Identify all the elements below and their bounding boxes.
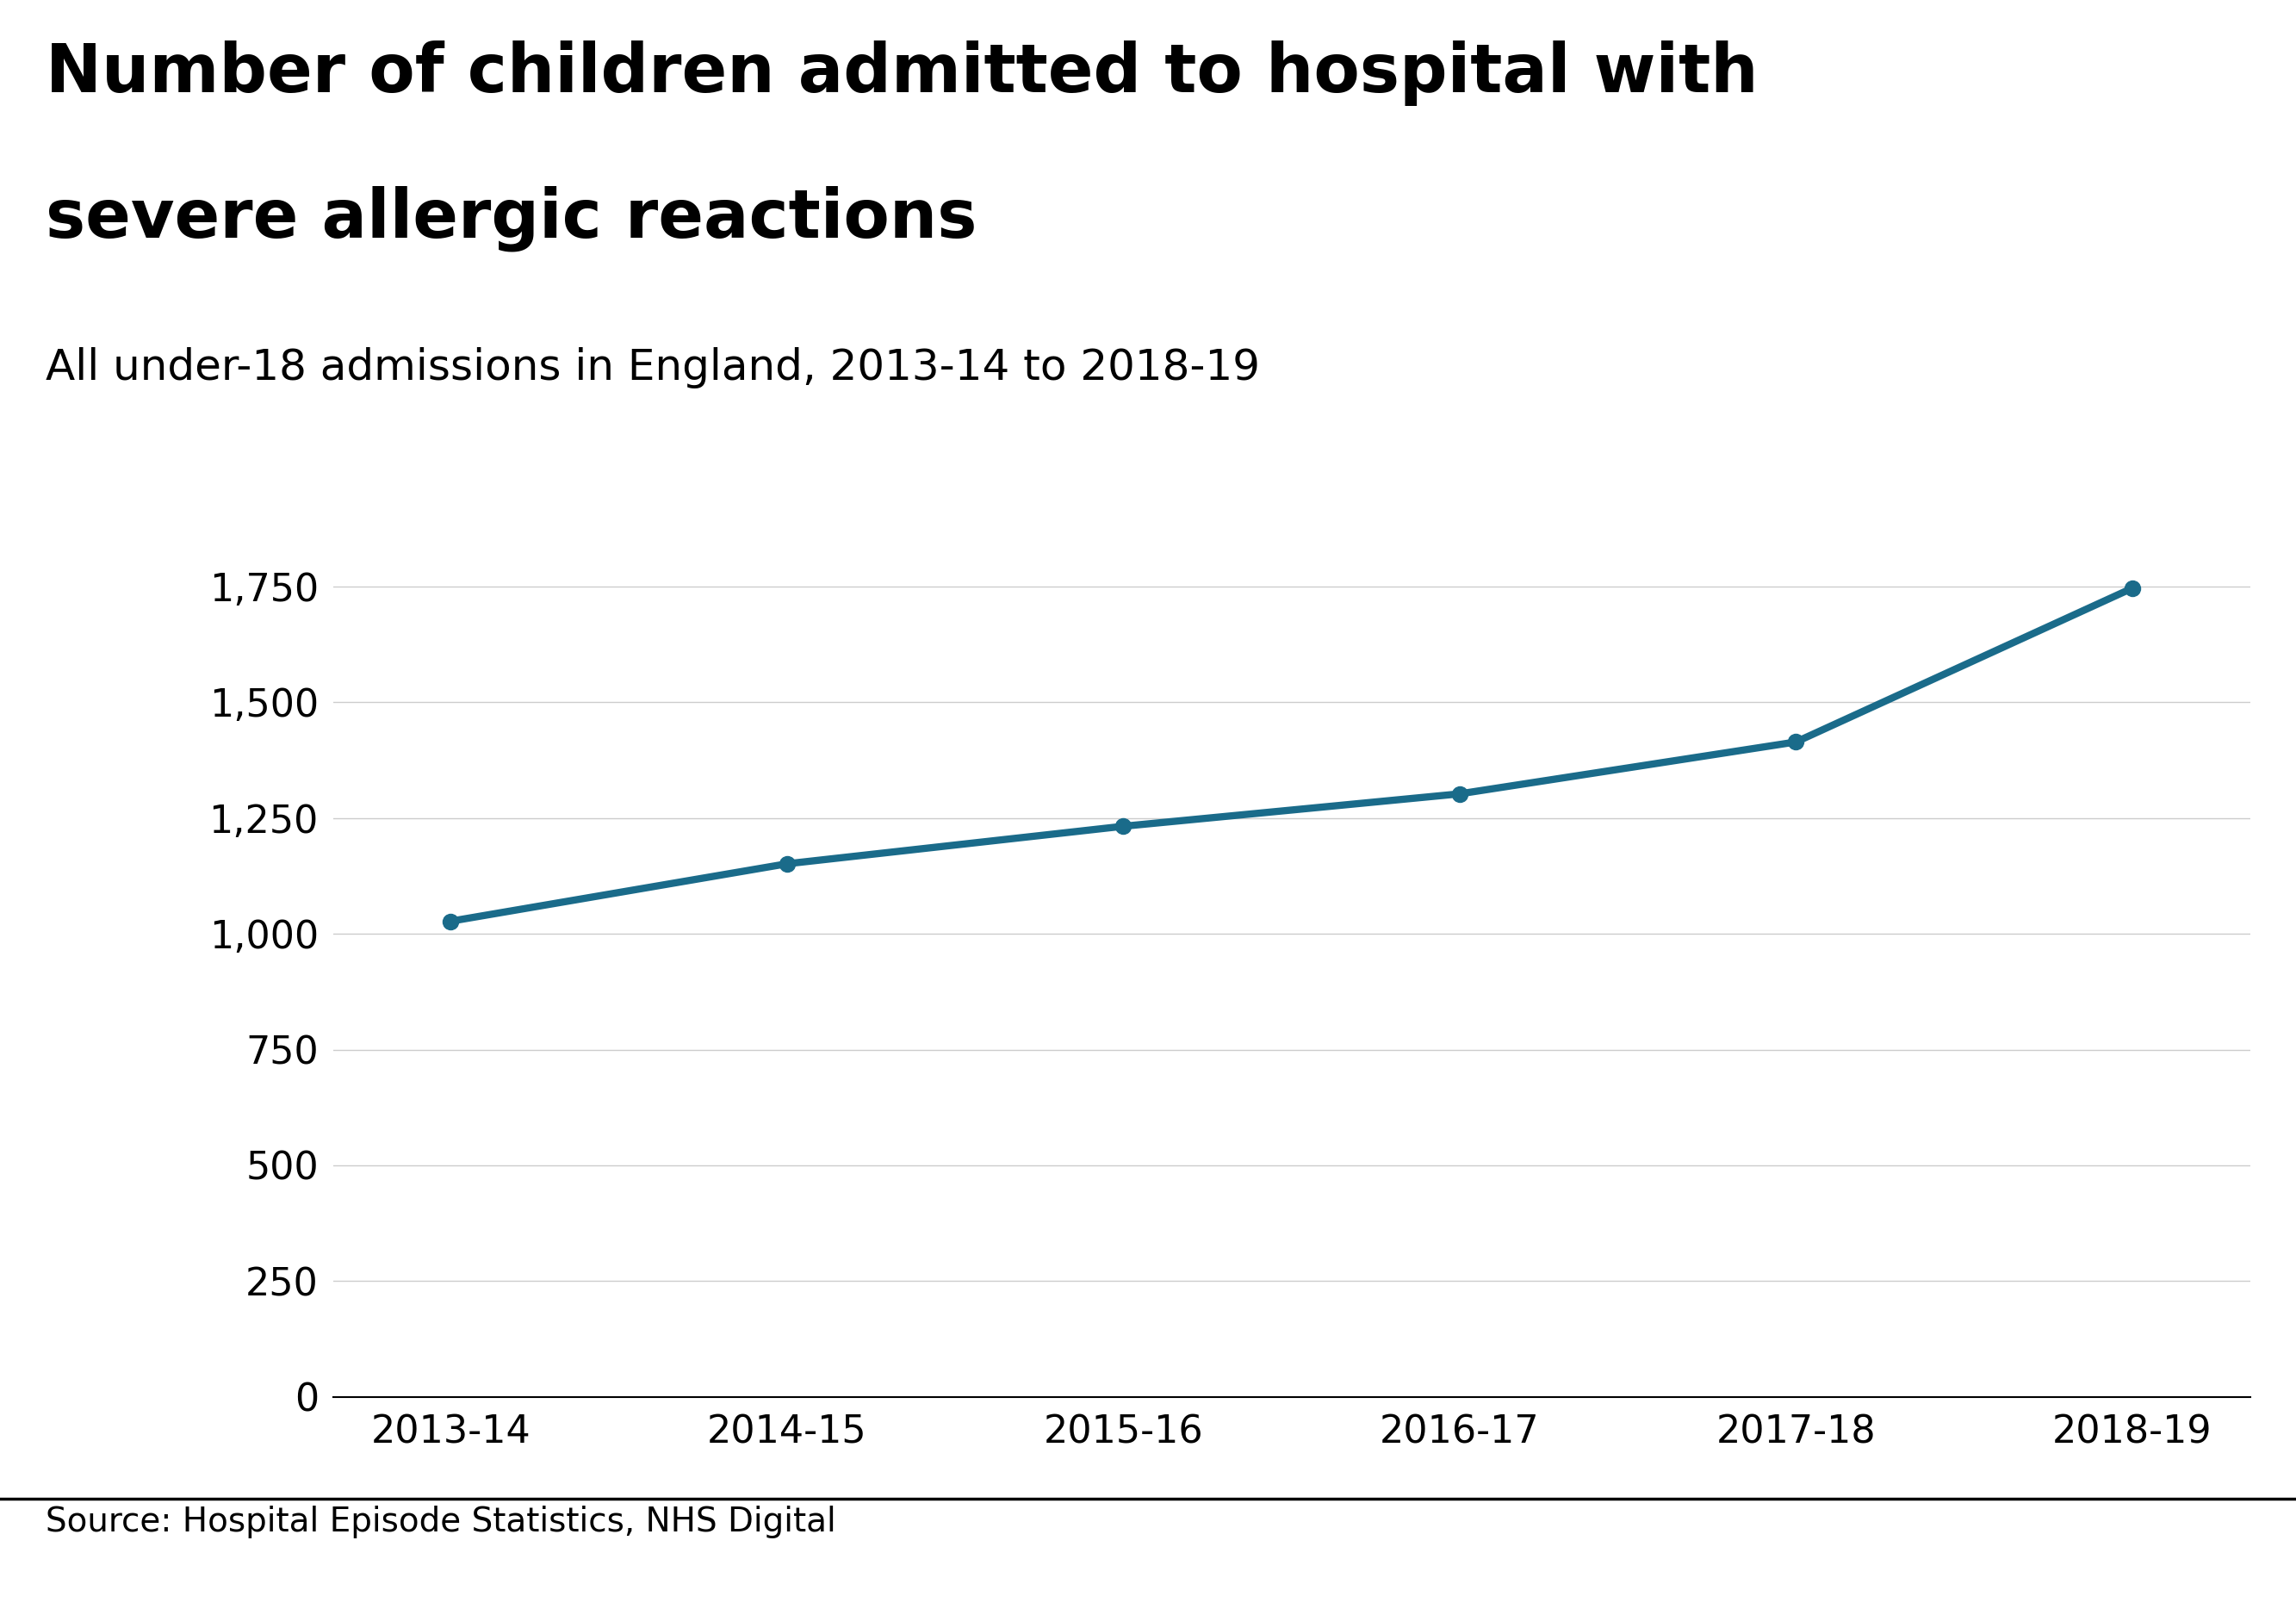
Text: C: C [2232,1537,2264,1578]
Text: severe allergic reactions: severe allergic reactions [46,186,978,252]
Text: B: B [2165,1537,2200,1578]
Text: All under-18 admissions in England, 2013-14 to 2018-19: All under-18 admissions in England, 2013… [46,347,1261,389]
Text: Source: Hospital Episode Statistics, NHS Digital: Source: Hospital Episode Statistics, NHS… [46,1505,836,1537]
Text: B: B [2101,1537,2133,1578]
Text: Number of children admitted to hospital with: Number of children admitted to hospital … [46,40,1759,107]
